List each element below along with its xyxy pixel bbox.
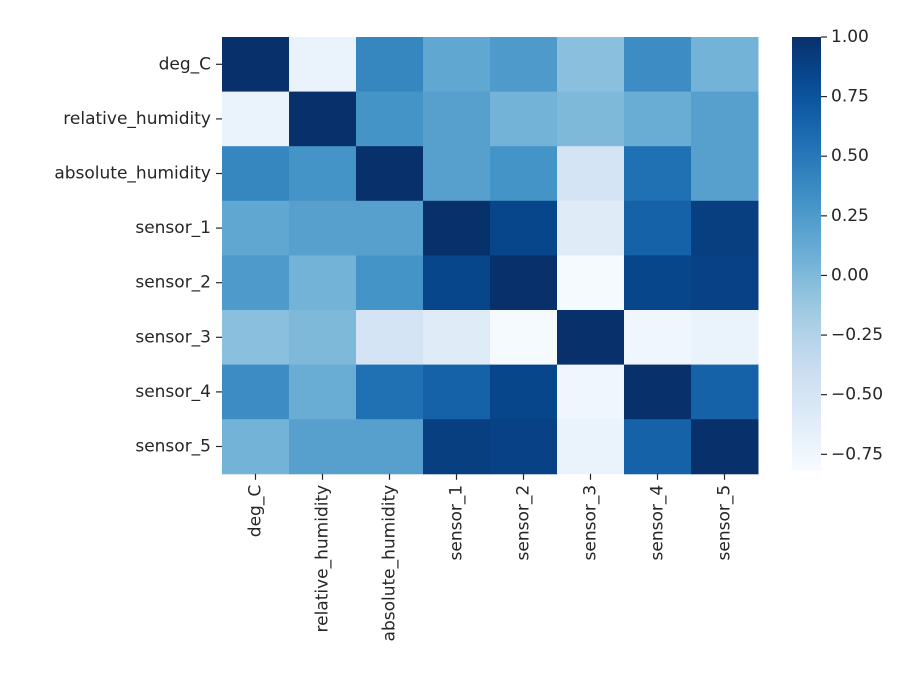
column-label: absolute_humidity [380,485,400,642]
colorbar: 1.00 0.75 0.50 0.25 0.00 −0.25 −0.50 −0.75 [792,27,883,471]
column-labels: deg_C relative_humidity absolute_humidity s… [246,473,735,642]
heatmap-cell [222,255,290,311]
heatmap-cell [423,255,491,311]
heatmap-cell [289,255,357,311]
heatmap-cell [222,200,290,256]
column-label: sensor_3 [581,485,601,561]
heatmap-cell [423,419,491,475]
heatmap-cell [557,200,625,256]
heatmap-cell [222,310,290,366]
heatmap-cell [289,419,357,475]
heatmap-cell [222,91,290,147]
heatmap-cell [624,364,692,420]
heatmap-cell [557,91,625,147]
heatmap-cell [289,200,357,256]
colorbar-tick-label: −0.50 [831,385,883,405]
heatmap-cell [624,146,692,202]
heatmap-cell [356,146,424,202]
row-label: sensor_4 [135,382,211,402]
heatmap-cell [423,364,491,420]
column-label: sensor_4 [648,485,668,561]
heatmap-cell [490,91,558,147]
heatmap-cell [691,37,759,93]
colorbar-tick-label: 0.25 [831,206,869,226]
colorbar-tick-label: 0.00 [831,265,869,285]
heatmap-cell [289,37,357,93]
heatmap-cell [557,364,625,420]
heatmap-cell [691,255,759,311]
heatmap-cell [356,37,424,93]
heatmap-cell [423,91,491,147]
heatmap-cell [289,146,357,202]
heatmap-cell [356,200,424,256]
column-label: sensor_2 [514,485,534,561]
heatmap-cell [557,37,625,93]
row-label: deg_C [159,54,211,74]
heatmap-cell [624,91,692,147]
heatmap-cell [356,255,424,311]
heatmap-cell [624,37,692,93]
column-label: sensor_1 [447,485,467,561]
heatmap-cell [356,364,424,420]
heatmap-cell [289,364,357,420]
heatmap-cell [691,419,759,475]
row-label: sensor_1 [135,218,211,238]
heatmap-cell [624,310,692,366]
row-label: relative_humidity [63,109,211,129]
row-label: absolute_humidity [54,164,211,184]
heatmap-cell [490,146,558,202]
row-label: sensor_5 [135,437,211,457]
heatmap-cell [289,310,357,366]
heatmap-cell [423,200,491,256]
heatmap-cell [490,255,558,311]
column-label: relative_humidity [313,485,333,633]
heatmap-cell [691,364,759,420]
heatmap-cell [624,419,692,475]
heatmap-cell [356,91,424,147]
colorbar-gradient [792,37,821,471]
heatmap-cell [490,419,558,475]
column-label: deg_C [246,485,266,537]
heatmap-cell [624,255,692,311]
heatmap-cell [423,146,491,202]
row-labels: deg_C relative_humidity absolute_humiditys… [54,54,222,457]
row-label: sensor_2 [135,273,211,293]
heatmap-cell [691,91,759,147]
colorbar-tick-label: 1.00 [831,27,869,47]
heatmap-cell [557,419,625,475]
heatmap-cell [691,310,759,366]
heatmap-cell [691,146,759,202]
heatmap-cell [557,255,625,311]
heatmap-cells [222,37,759,475]
heatmap-cell [356,419,424,475]
heatmap-cell [423,310,491,366]
heatmap-cell [490,364,558,420]
heatmap-cell [289,91,357,147]
heatmap-cell [222,419,290,475]
heatmap-cell [356,310,424,366]
row-label: sensor_3 [135,327,211,347]
column-label: sensor_5 [715,485,735,561]
heatmap-cell [624,200,692,256]
heatmap-cell [222,37,290,93]
heatmap-cell [490,37,558,93]
heatmap-cell [691,200,759,256]
colorbar-tick-label: 0.50 [831,146,869,166]
heatmap-cell [222,146,290,202]
heatmap-cell [557,146,625,202]
colorbar-tick-label: 0.75 [831,87,869,107]
heatmap-cell [222,364,290,420]
heatmap-cell [557,310,625,366]
colorbar-tick-label: −0.25 [831,325,883,345]
colorbar-tick-label: −0.75 [831,444,883,464]
heatmap-cell [423,37,491,93]
heatmap-cell [490,310,558,366]
heatmap-cell [490,200,558,256]
